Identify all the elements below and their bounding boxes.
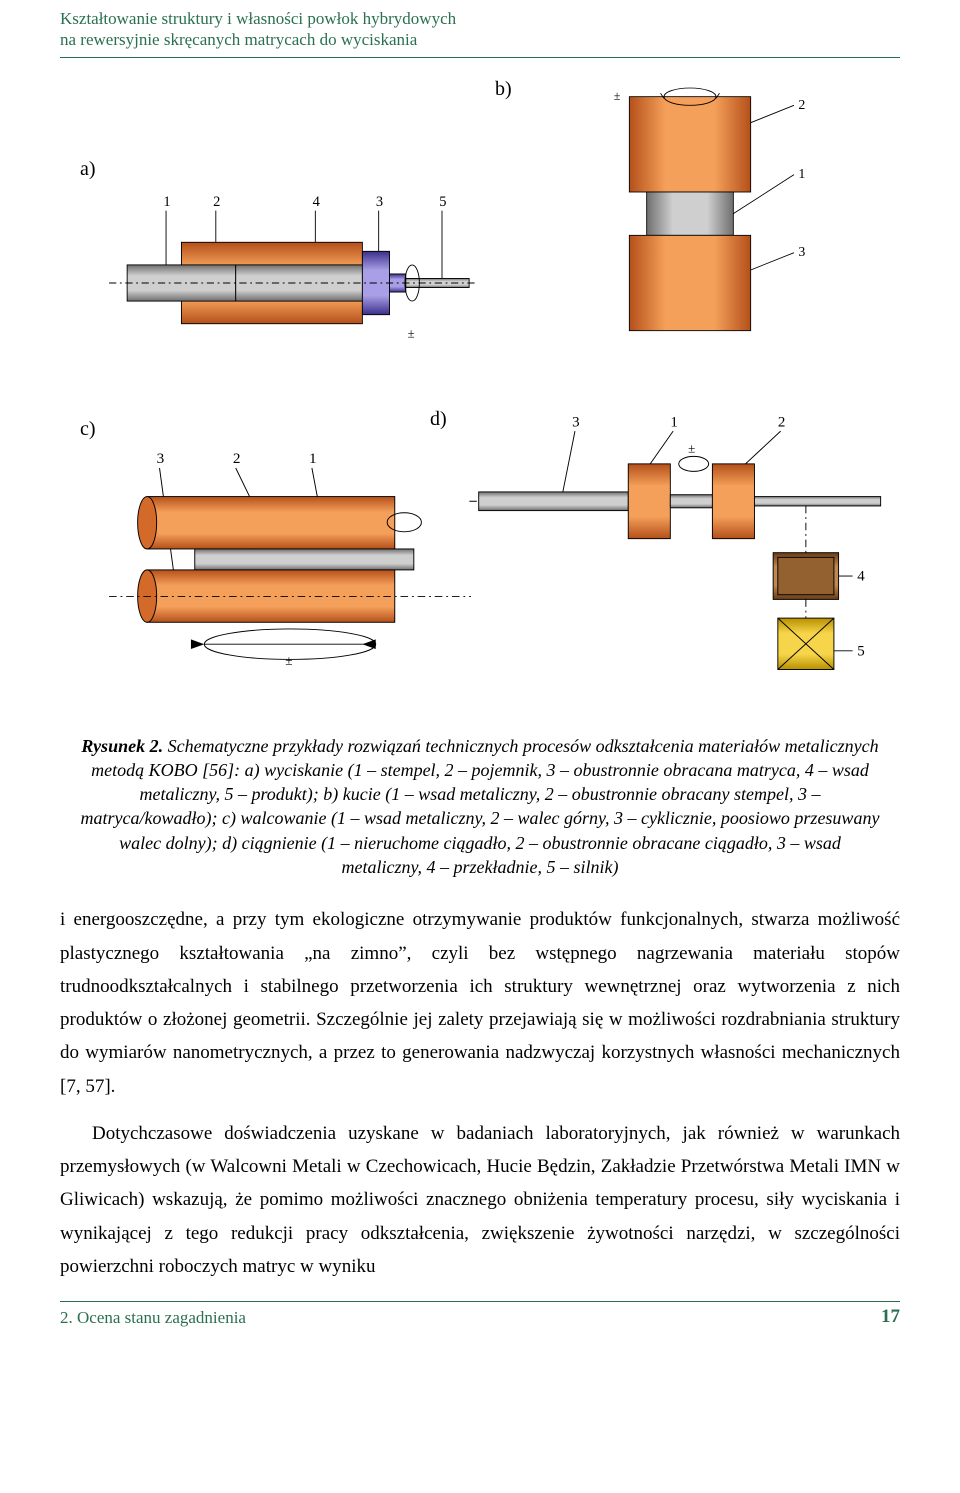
diagram-a: 1 2 4 3 5 <box>90 188 490 378</box>
svg-text:±: ± <box>614 89 621 103</box>
svg-text:5: 5 <box>439 194 446 210</box>
page-footer: 2. Ocena stanu zagadnienia 17 <box>60 1301 900 1328</box>
caption-lead: Rysunek 2. <box>81 736 163 756</box>
paragraph-2: Dotychczasowe doświadczenia uzyskane w b… <box>60 1117 900 1283</box>
svg-text:4: 4 <box>313 194 321 210</box>
caption-text: Schematyczne przykłady rozwiązań technic… <box>81 736 880 877</box>
svg-text:1: 1 <box>798 166 805 181</box>
svg-text:3: 3 <box>798 244 805 259</box>
svg-text:3: 3 <box>376 194 383 210</box>
footer-page-number: 17 <box>881 1306 900 1328</box>
svg-text:3: 3 <box>157 450 165 467</box>
svg-text:5: 5 <box>857 643 864 659</box>
sublabel-b: b) <box>495 78 512 101</box>
running-header: Kształtowanie struktury i własności powł… <box>60 0 900 58</box>
svg-text:2: 2 <box>233 450 241 467</box>
paragraph-1: i energooszczędne, a przy tym ekologiczn… <box>60 903 900 1103</box>
footer-section: 2. Ocena stanu zagadnienia <box>60 1308 246 1328</box>
svg-text:1: 1 <box>309 450 317 467</box>
diagram-b: ± 2 1 3 <box>560 78 820 358</box>
header-line1: Kształtowanie struktury i własności powł… <box>60 8 900 29</box>
figure-2: b) <box>60 78 900 728</box>
svg-text:±: ± <box>285 653 292 668</box>
svg-text:1: 1 <box>163 194 170 210</box>
sublabel-a: a) <box>80 158 96 181</box>
svg-text:2: 2 <box>778 414 785 430</box>
svg-text:1: 1 <box>670 414 677 430</box>
diagram-c: 3 2 1 <box>90 438 490 698</box>
diagram-d: 3 1 2 ± <box>460 398 890 698</box>
svg-text:±: ± <box>408 326 415 340</box>
sublabel-d: d) <box>430 408 447 431</box>
svg-text:±: ± <box>688 440 695 455</box>
figure-caption: Rysunek 2. Schematyczne przykłady rozwią… <box>80 734 880 880</box>
svg-text:2: 2 <box>213 194 220 210</box>
svg-text:2: 2 <box>798 96 805 111</box>
svg-text:3: 3 <box>572 414 579 430</box>
svg-text:4: 4 <box>857 568 865 584</box>
header-line2: na rewersyjnie skręcanych matrycach do w… <box>60 29 900 50</box>
